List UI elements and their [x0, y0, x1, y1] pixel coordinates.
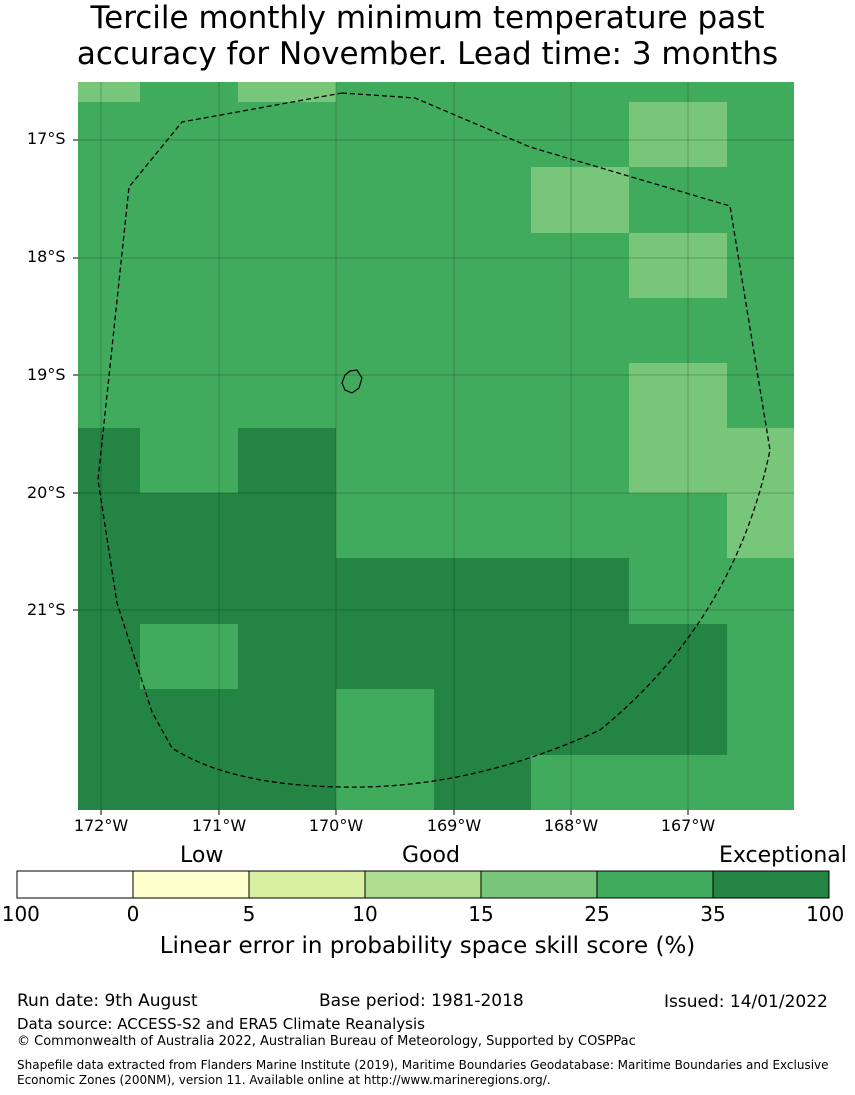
colorbar — [16, 870, 830, 899]
colorbar-tick-label: 100 — [1, 902, 40, 926]
data-source: Data source: ACCESS-S2 and ERA5 Climate … — [17, 1015, 425, 1033]
colorbar-swatch-5-10 — [248, 870, 366, 899]
title-line-2: accuracy for November. Lead time: 3 mont… — [76, 36, 779, 72]
colorbar-tick-label: 10 — [352, 902, 378, 926]
category-label-exceptional: Exceptional — [719, 843, 847, 868]
map-title: Tercile monthly minimum temperature past… — [0, 0, 855, 72]
colorbar-tick-label: 0 — [126, 902, 140, 926]
lon-label-167w: 167°W — [660, 816, 716, 835]
island-outline — [341, 369, 363, 394]
shapefile-credit: Shapefile data extracted from Flanders M… — [17, 1058, 829, 1087]
lat-label-17s: 17°S — [27, 129, 66, 148]
lat-label-21s: 21°S — [27, 600, 66, 619]
category-label-good: Good — [402, 843, 460, 868]
colorbar-swatch-25-35 — [596, 870, 714, 899]
lat-label-20s: 20°S — [27, 483, 66, 502]
colorbar-swatch-below-0 — [16, 870, 134, 899]
colorbar-swatch-15-25 — [480, 870, 598, 899]
base-period: Base period: 1981-2018 — [319, 991, 524, 1011]
colorbar-tick-label: 100 — [806, 902, 845, 926]
lat-label-19s: 19°S — [27, 365, 66, 384]
lon-label-172w: 172°W — [73, 816, 129, 835]
skill-cells — [78, 82, 794, 810]
colorbar-swatch-10-15 — [364, 870, 482, 899]
title-line-1: Tercile monthly minimum temperature past — [90, 0, 765, 36]
colorbar-swatch-35-100 — [712, 870, 830, 899]
colorbar-tick-label: 35 — [700, 902, 726, 926]
colorbar-tick-label: 5 — [242, 902, 256, 926]
colorbar-title: Linear error in probability space skill … — [159, 933, 696, 959]
colorbar-swatch-0-5 — [132, 870, 250, 899]
eez-boundary — [97, 92, 771, 788]
lat-label-18s: 18°S — [27, 247, 66, 266]
lon-label-168w: 168°W — [543, 816, 599, 835]
lon-label-170w: 170°W — [308, 816, 364, 835]
lon-label-171w: 171°W — [191, 816, 247, 835]
category-label-low: Low — [180, 843, 224, 868]
colorbar-tick-label: 15 — [468, 902, 494, 926]
lon-label-169w: 169°W — [426, 816, 482, 835]
copyright: © Commonwealth of Australia 2022, Austra… — [17, 1034, 636, 1049]
issued-date: Issued: 14/01/2022 — [664, 992, 828, 1012]
colorbar-tick-label: 25 — [584, 902, 610, 926]
gridlines — [78, 82, 794, 810]
run-date: Run date: 9th August — [17, 991, 198, 1011]
